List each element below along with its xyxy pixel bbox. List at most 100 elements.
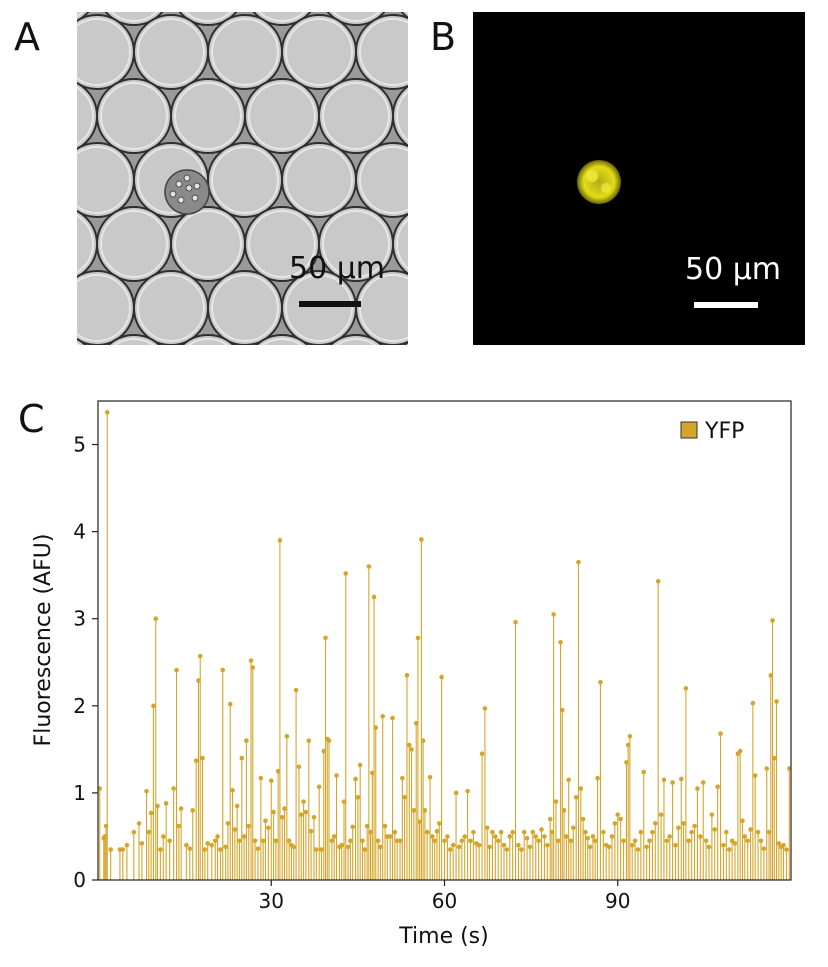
data-point [375,838,381,880]
droplet [207,142,283,218]
data-point [153,616,159,880]
data-point [442,838,447,880]
data-point [120,847,126,880]
data-point [450,842,456,880]
data-point [698,834,703,880]
y-tick-label: 1 [73,781,86,805]
data-point [373,725,379,880]
droplet [355,270,408,345]
data-point [726,847,732,880]
data-point [434,828,440,880]
data-point [519,847,524,880]
data-point [504,847,510,880]
data-point [308,828,314,880]
droplet [281,142,357,218]
legend: YFP [680,419,744,444]
data-point [462,834,468,880]
data-point [750,700,756,880]
data-point [689,829,694,880]
x-axis: 30 60 90 [259,880,630,913]
data-point [686,838,692,880]
droplet [355,142,408,218]
data-point [244,738,249,880]
data-point [498,829,504,880]
data-point [424,829,430,880]
droplet [355,14,408,90]
droplet [133,270,209,345]
data-point [650,829,655,880]
data-point [573,794,579,880]
data-point [487,844,492,880]
data-point [223,844,228,880]
data-point [721,842,726,880]
data-point [549,829,555,880]
data-point [215,834,220,880]
data-point [275,768,281,880]
data-point [724,829,729,880]
data-point [258,775,264,880]
data-point [493,834,498,880]
data-point [560,707,565,880]
data-point [146,829,152,880]
data-point [370,770,375,880]
data-point [321,748,327,880]
data-point [544,842,550,880]
data-point [158,847,163,880]
data-point [366,564,372,880]
data-point [530,829,536,880]
data-point [220,667,226,880]
data-point [326,738,332,880]
data-point [625,742,631,880]
data-point [445,834,450,880]
data-point [513,619,518,880]
data-point [558,639,563,880]
data-point [664,838,670,880]
data-point [632,838,638,880]
droplet [181,334,235,345]
data-point [184,842,189,880]
data-point [273,838,279,880]
x-tick-label: 30 [259,889,284,913]
data-point [771,755,777,880]
data-point [784,847,789,880]
data-point [695,786,700,880]
data-point [250,665,256,880]
data-point [227,701,233,880]
data-point [781,842,786,880]
data-point [627,734,633,880]
data-point [439,674,444,880]
data-point [104,410,110,880]
data-point [745,838,750,880]
data-point [766,829,772,880]
data-point [476,842,482,880]
data-point [404,673,410,880]
data-point [197,653,203,880]
data-point [427,774,433,880]
legend-label: YFP [704,419,744,444]
data-point [323,635,328,880]
data-point [241,834,247,880]
data-point [282,806,287,880]
data-point [629,842,635,880]
data-point [580,816,586,880]
data-point [709,812,715,880]
data-point [402,794,407,880]
data-point [510,829,515,880]
data-point [353,776,358,880]
droplet [170,78,246,154]
droplet [77,14,135,90]
data-point [409,747,414,880]
droplet [255,334,309,345]
data-point [465,788,470,880]
data-point [341,799,347,880]
data-point [758,838,764,880]
data-point [380,713,386,880]
data-point [200,755,205,880]
data-point [368,829,373,880]
panel-c-label: C [18,397,45,441]
data-point [252,838,258,880]
data-point [655,578,661,880]
y-axis-label: Fluorescence (AFU) [31,534,56,747]
data-point [155,803,160,880]
droplet [403,341,408,345]
